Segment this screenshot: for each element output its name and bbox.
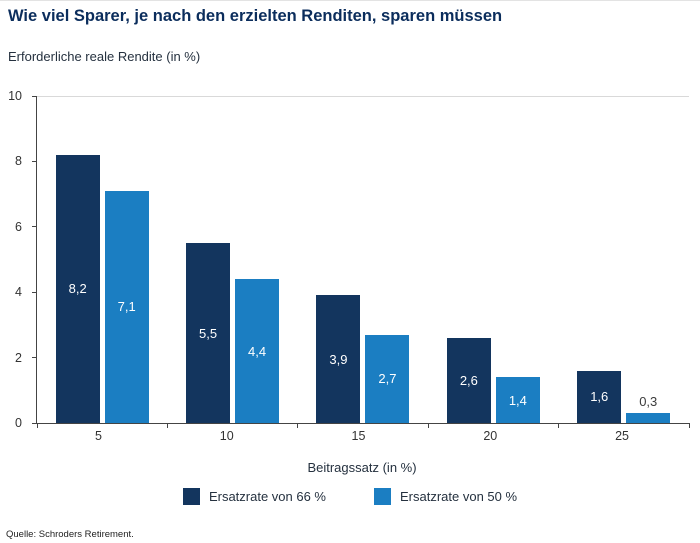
y-tick-label: 4 [15,285,22,300]
y-tick-label: 10 [8,89,22,103]
bar: 7,1 [104,190,149,423]
bar-group: 5,5 4,4 [186,96,280,423]
y-tick-label: 6 [15,219,22,234]
bar-value-label: 3,9 [329,351,348,367]
bar: 2,6 [446,337,491,423]
plot-area: 8,2 7,1 5,5 4,4 3,9 2,7 2,6 1,4 1,6 0,3 [32,95,690,428]
legend-item-50: Ersatzrate von 50 % [374,488,517,505]
y-tick-label: 0 [15,416,22,430]
x-tick-mark [558,423,560,428]
top-gridline [37,96,689,97]
bar-value-label: 2,7 [378,371,397,387]
legend-item-66: Ersatzrate von 66 % [182,488,326,505]
bar-groups: 8,2 7,1 5,5 4,4 3,9 2,7 2,6 1,4 1,6 0,3 [37,96,689,423]
bar: 1,6 [577,370,622,423]
bar-value-label: 2,6 [459,372,478,388]
x-tick-mark [36,423,38,428]
bar: 1,4 [495,377,540,423]
bar: 4,4 [235,279,280,423]
legend-label-50: Ersatzrate von 50 % [400,489,518,504]
y-tick-mark [32,226,37,228]
y-axis-labels: 0 2 4 6 8 10 [0,89,29,430]
legend-swatch-66 [182,488,200,505]
x-tick-label: 5 [94,429,102,443]
bar-value-label: 1,4 [508,392,527,408]
y-tick-label: 2 [15,350,22,365]
source-note: Quelle: Schroders Retirement. [6,529,134,540]
y-tick-mark [32,357,37,359]
y-tick-mark [32,291,37,293]
bar-value-label: 4,4 [248,343,267,359]
bar: 8,2 [55,154,100,423]
y-tick-mark [32,422,37,424]
bar-value-label: 8,2 [68,281,87,297]
x-tick-labels: 5 10 15 20 25 [36,429,688,443]
x-tick-mark [166,423,168,428]
x-tick-mark [297,423,299,428]
bar-group: 3,9 2,7 [316,96,410,423]
bar-group: 8,2 7,1 [55,96,149,423]
x-tick-mark [688,423,690,428]
chart-subtitle: Erforderliche reale Rendite (in %) [8,49,201,64]
x-tick-label: 20 [483,429,498,443]
x-tick-label: 10 [219,429,234,443]
x-tick-label: 15 [351,429,366,443]
legend-swatch-50 [374,488,391,505]
bar: 0,3 [626,394,671,423]
bar-group: 2,6 1,4 [446,96,540,423]
x-tick-mark [427,423,429,428]
y-tick-mark [32,160,37,162]
bar-value-label: 0,3 [639,394,658,410]
bar: 5,5 [186,243,231,423]
bar-value-label: 7,1 [117,299,136,315]
bar: 2,7 [365,334,410,423]
bar-group: 1,6 0,3 [577,96,671,423]
bar-value-label: 5,5 [199,325,218,341]
y-tick-label: 8 [15,154,22,169]
bar: 3,9 [316,295,361,423]
bar-value-label: 1,6 [590,389,609,405]
legend-label-66: Ersatzrate von 66 % [208,489,326,504]
y-tick-mark [32,95,37,97]
chart-title: Wie viel Sparer, je nach den erzielten R… [8,7,503,25]
legend: Ersatzrate von 66 % Ersatzrate von 50 % [0,488,700,505]
x-tick-label: 25 [615,429,630,443]
x-axis-title: Beitragssatz (in %) [307,460,417,475]
